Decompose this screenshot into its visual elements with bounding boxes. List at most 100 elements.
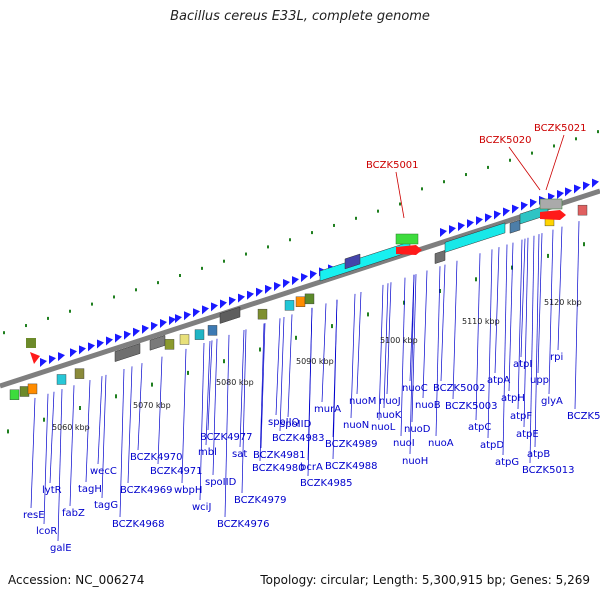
label-connector xyxy=(452,260,458,400)
gene-label: atpC xyxy=(468,422,491,433)
highlight-gene xyxy=(395,233,419,245)
gene-label: resE xyxy=(23,510,45,521)
highlight-connector xyxy=(508,146,541,191)
gene-label: murA xyxy=(314,404,341,415)
label-connector xyxy=(49,391,55,484)
gene-label: nuoN xyxy=(343,420,369,431)
gene-label: nuoB xyxy=(415,400,441,411)
gene-label: atpA xyxy=(487,375,510,386)
label-connector xyxy=(321,303,327,403)
gene-label: nuoL xyxy=(371,422,396,433)
gene-block xyxy=(434,250,446,264)
forward-gene-arrow xyxy=(220,299,227,309)
highlight-gene xyxy=(539,198,563,210)
label-connector xyxy=(30,397,36,509)
forward-gene-arrow xyxy=(521,201,528,211)
genome-summary: Topology: circular; Length: 5,300,915 bp… xyxy=(260,573,590,587)
label-connector xyxy=(207,340,213,431)
forward-gene-arrow xyxy=(97,339,104,349)
label-connector xyxy=(574,221,580,410)
forward-gene-arrow xyxy=(79,345,86,355)
gene-block xyxy=(344,253,361,270)
forward-gene-arrow xyxy=(115,333,122,343)
gene-label: spoIID xyxy=(280,419,312,430)
gene-features xyxy=(9,178,599,400)
forward-gene-arrow xyxy=(229,296,236,306)
label-connector xyxy=(119,368,125,518)
forward-gene-arrow xyxy=(494,210,501,220)
forward-gene-arrow xyxy=(512,204,519,214)
genome-title: Bacillus cereus E33L, complete genome xyxy=(170,9,430,24)
label-connector xyxy=(529,235,535,464)
outer-gene-arrow xyxy=(30,352,40,364)
gene-label: upp xyxy=(530,375,549,386)
gene-label: tagH xyxy=(78,484,102,495)
gene-block xyxy=(444,222,506,253)
gene-block xyxy=(114,343,141,362)
small-gene xyxy=(194,329,205,340)
gene-label: BCZK4977 xyxy=(200,432,253,443)
gene-label: rpi xyxy=(550,352,563,363)
forward-gene-arrow xyxy=(49,355,56,365)
forward-gene-arrow xyxy=(169,316,176,326)
forward-gene-arrow xyxy=(574,184,581,194)
label-connector xyxy=(199,342,205,501)
scale-label: 5090 kbp xyxy=(296,357,334,366)
highlight-connector xyxy=(545,134,565,191)
forward-gene-arrow xyxy=(133,327,140,337)
tick-marks xyxy=(3,130,599,434)
label-connector xyxy=(508,242,514,392)
label-connector xyxy=(212,338,218,476)
forward-gene-arrow xyxy=(440,228,447,237)
label-connector xyxy=(275,318,281,416)
label-connector xyxy=(97,376,103,465)
gene-label: BCZK4968 xyxy=(112,519,165,530)
gene-block xyxy=(509,219,521,234)
small-gene xyxy=(56,374,67,385)
label-connector xyxy=(520,238,526,358)
highlight-label: BCZK5021 xyxy=(534,123,587,134)
gene-label: BCZK5013 xyxy=(522,465,575,476)
highlight-gene-arrow xyxy=(540,210,566,220)
highlight-label: BCZK5001 xyxy=(366,160,419,171)
label-connector xyxy=(259,323,265,462)
gene-label: nuoJ xyxy=(379,396,401,407)
gene-label: BCZK5016 xyxy=(567,411,600,422)
label-connector xyxy=(534,234,540,448)
forward-gene-arrow xyxy=(310,270,317,280)
gene-label: sat xyxy=(232,449,247,460)
gene-label: atpE xyxy=(516,429,539,440)
forward-gene-arrow xyxy=(238,293,245,303)
forward-gene-arrow xyxy=(175,314,182,324)
gene-label: atpD xyxy=(480,440,504,451)
gene-label: atpH xyxy=(501,393,525,404)
label-connector xyxy=(400,277,406,437)
gene-label: nuoK xyxy=(376,410,402,421)
label-connector xyxy=(537,233,543,374)
gene-label: wciJ xyxy=(192,502,211,513)
forward-gene-arrow xyxy=(106,336,113,346)
gene-label: BCZK5003 xyxy=(445,401,498,412)
label-connector xyxy=(287,314,293,418)
gene-label: BCZK4983 xyxy=(272,433,325,444)
forward-gene-arrow xyxy=(301,273,308,283)
gene-label: glyA xyxy=(541,396,563,407)
gene-label: BCZK4979 xyxy=(234,495,287,506)
forward-gene-arrow xyxy=(70,348,77,358)
gene-label: BCZK4969 xyxy=(120,485,173,496)
gene-label: tagG xyxy=(94,500,118,511)
small-gene xyxy=(179,334,190,345)
gene-label: atpF xyxy=(510,411,532,422)
gene-label: fabZ xyxy=(62,508,85,519)
label-connector xyxy=(422,270,428,399)
label-connector xyxy=(101,374,107,499)
scale-label: 5100 kbp xyxy=(380,336,418,345)
forward-gene-arrow xyxy=(485,213,492,223)
label-connector xyxy=(85,380,91,483)
label-connector xyxy=(181,348,187,484)
label-connector xyxy=(307,307,313,477)
small-gene xyxy=(577,204,588,216)
gene-label: BCZK4989 xyxy=(325,439,378,450)
